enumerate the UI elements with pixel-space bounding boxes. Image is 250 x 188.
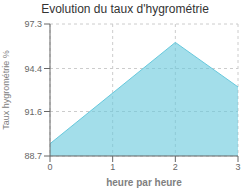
svg-text:heure par heure: heure par heure <box>106 177 182 188</box>
svg-text:1: 1 <box>110 162 115 172</box>
svg-text:88.7: 88.7 <box>24 151 42 161</box>
svg-text:97.3: 97.3 <box>24 19 42 29</box>
svg-text:0: 0 <box>47 162 52 172</box>
svg-text:3: 3 <box>235 162 240 172</box>
svg-text:94.4: 94.4 <box>24 64 42 74</box>
svg-text:Taux hygrométrie %: Taux hygrométrie % <box>8 50 11 130</box>
html-text:Evolution du taux d'hygrométri: Evolution du taux d'hygrométrie <box>41 2 209 16</box>
svg-text:2: 2 <box>173 162 178 172</box>
svg-text:91.6: 91.6 <box>24 107 42 117</box>
